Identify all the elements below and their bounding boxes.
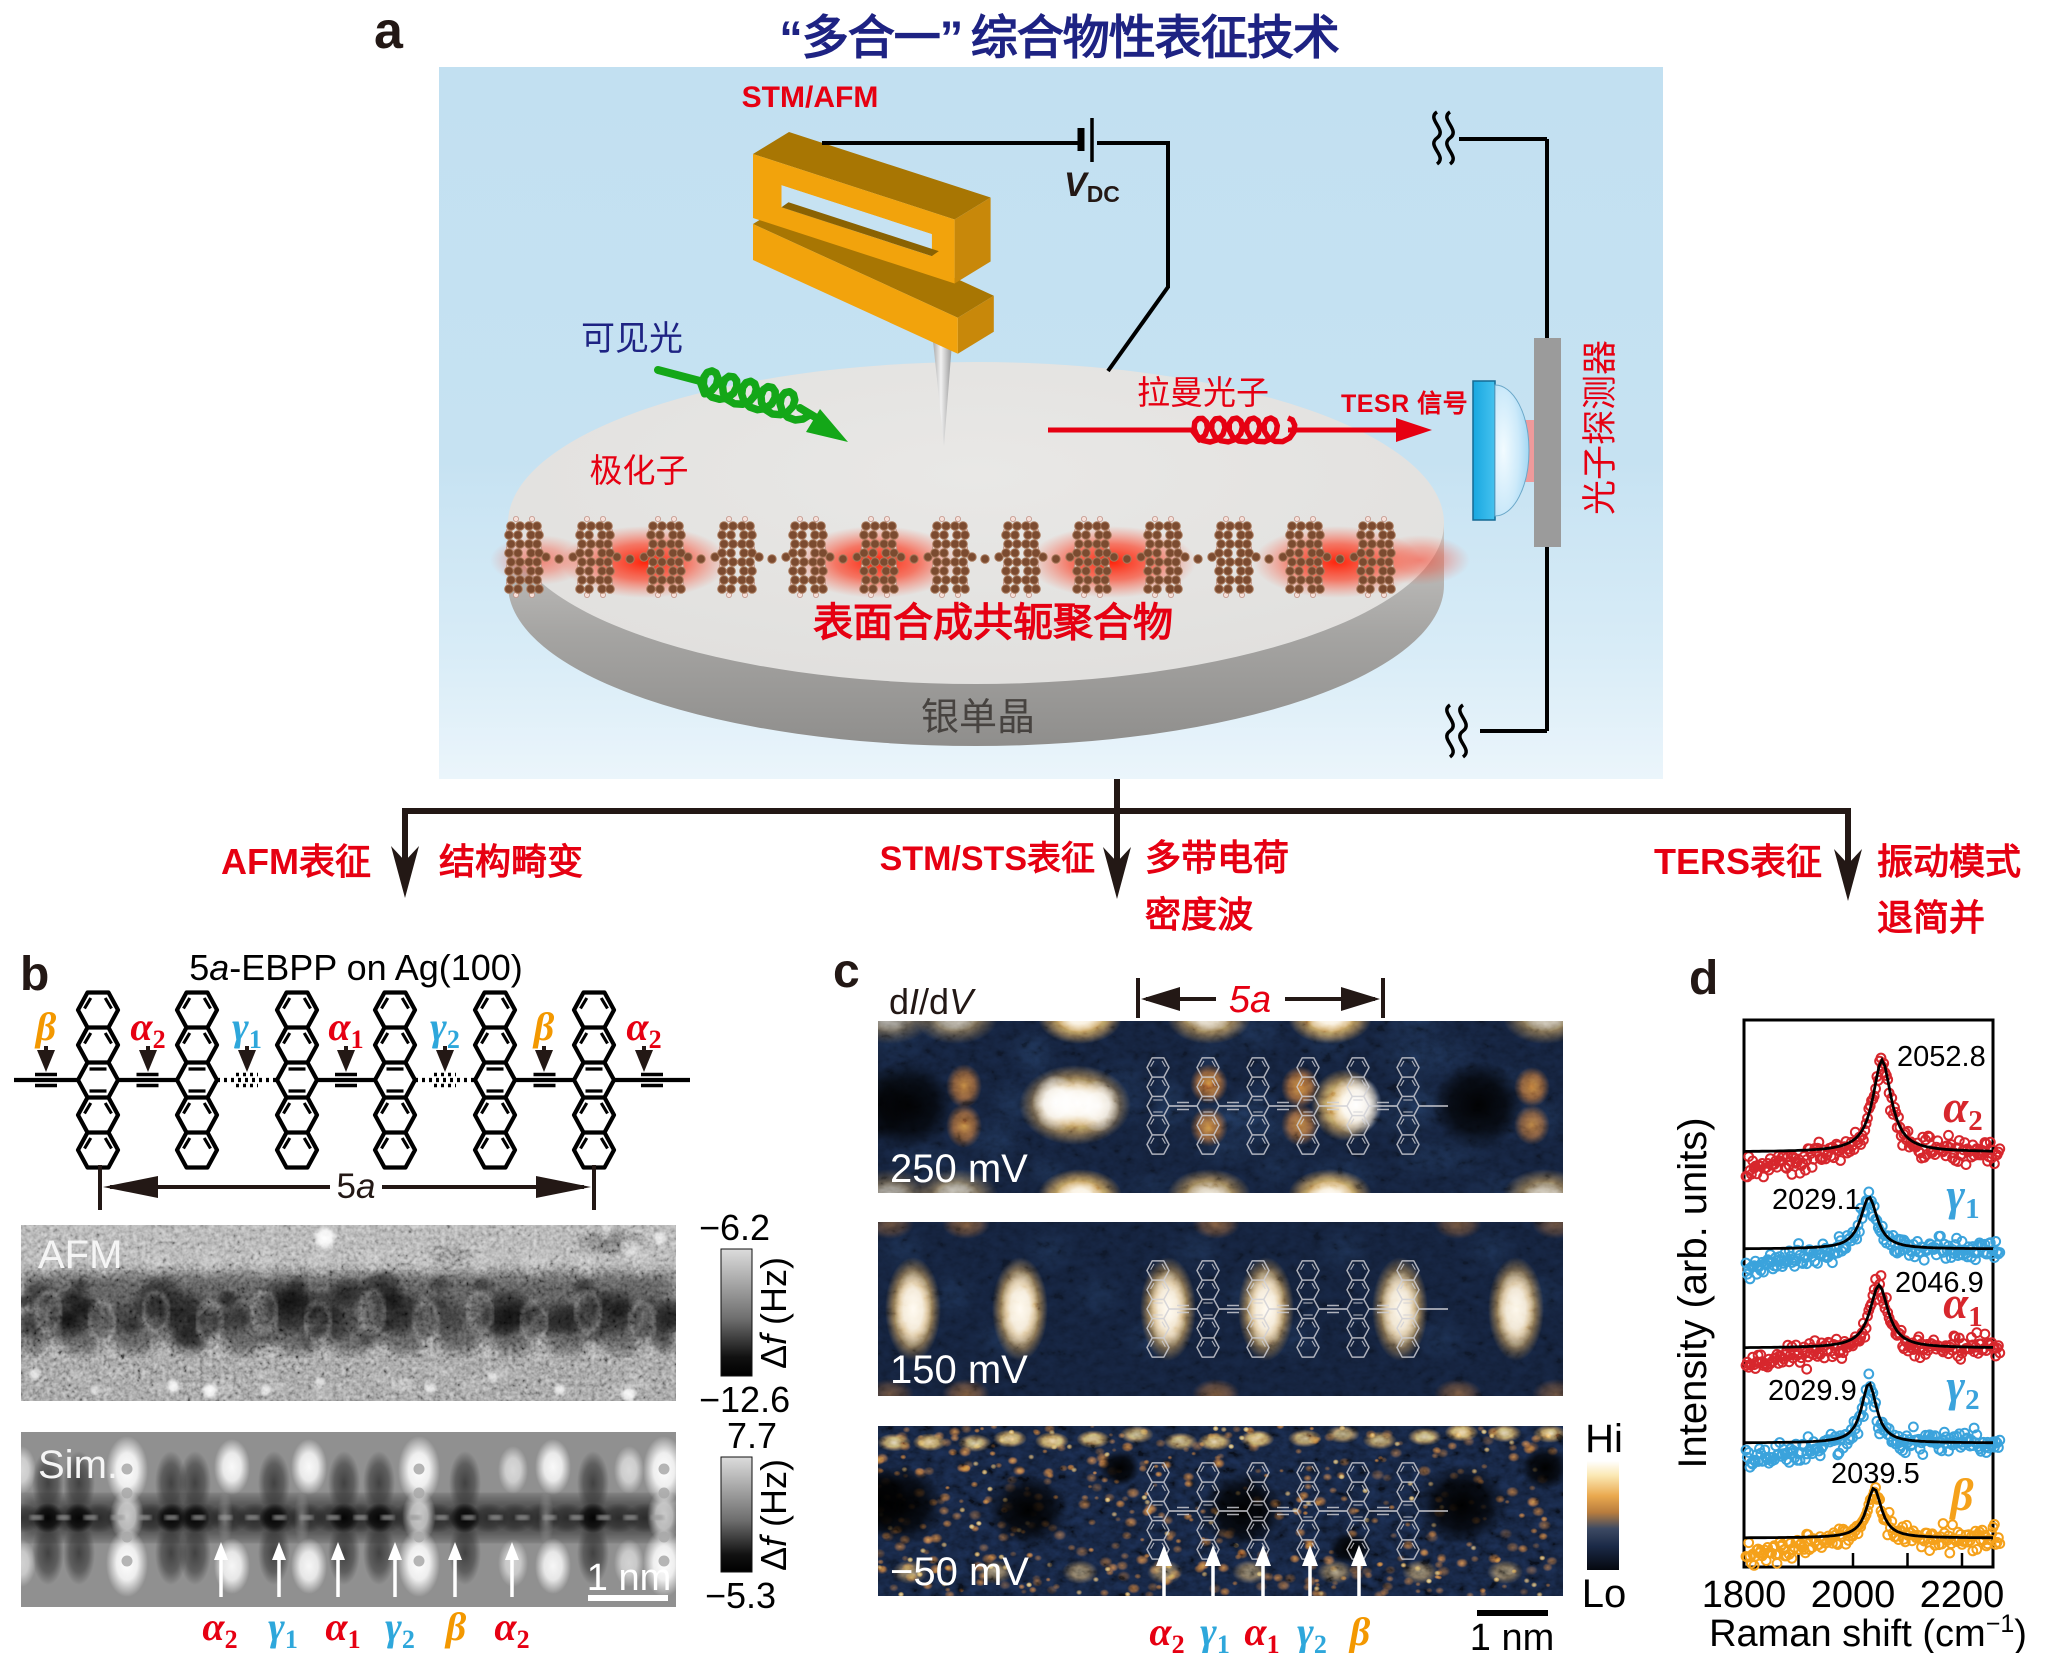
svg-text:2000: 2000 [1811, 1574, 1896, 1616]
svg-text:150 mV: 150 mV [890, 1348, 1028, 1392]
svg-text:γ1: γ1 [1946, 1170, 1979, 1225]
svg-text:STM/STS表征: STM/STS表征 [880, 840, 1095, 878]
svg-text:密度波: 密度波 [1145, 894, 1253, 935]
svg-text:−50 mV: −50 mV [890, 1550, 1029, 1594]
svg-text:拉曼光子: 拉曼光子 [1137, 374, 1269, 411]
svg-text:Sim.: Sim. [38, 1443, 118, 1487]
svg-text:β: β [34, 1004, 57, 1049]
svg-text:银单晶: 银单晶 [921, 697, 1035, 739]
svg-text:Δf (Hz): Δf (Hz) [753, 1257, 794, 1369]
svg-text:2046.9: 2046.9 [1895, 1267, 1984, 1299]
svg-text:可见光: 可见光 [581, 320, 683, 358]
svg-text:AFM: AFM [38, 1233, 122, 1277]
svg-text:5a-EBPP on Ag(100): 5a-EBPP on Ag(100) [189, 947, 523, 988]
svg-text:极化子: 极化子 [590, 452, 689, 489]
svg-text:a: a [374, 2, 404, 60]
svg-text:−6.2: −6.2 [699, 1207, 770, 1248]
svg-text:1 nm: 1 nm [1470, 1617, 1554, 1653]
svg-text:VDC: VDC [1064, 166, 1120, 207]
svg-text:7.7: 7.7 [727, 1415, 777, 1456]
svg-text:多带电荷: 多带电荷 [1145, 837, 1289, 878]
svg-text:β: β [532, 1004, 555, 1049]
svg-text:Hi: Hi [1585, 1417, 1623, 1461]
svg-text:b: b [20, 948, 49, 1001]
svg-text:−5.3: −5.3 [705, 1575, 776, 1616]
svg-text:Δf (Hz): Δf (Hz) [753, 1459, 794, 1571]
svg-text:d: d [1689, 952, 1718, 1005]
svg-text:Raman shift (cm−1): Raman shift (cm−1) [1709, 1610, 2027, 1653]
svg-text:2029.1: 2029.1 [1772, 1184, 1861, 1216]
svg-text:振动模式: 振动模式 [1877, 841, 2021, 882]
svg-text:表面合成共轭聚合物: 表面合成共轭聚合物 [813, 601, 1173, 645]
svg-text:2029.9: 2029.9 [1768, 1375, 1857, 1407]
svg-text:γ2: γ2 [385, 1604, 415, 1653]
svg-text:β: β [1948, 1470, 1973, 1520]
svg-text:5a: 5a [337, 1167, 376, 1206]
svg-text:“多合一” 综合物性表征技术: “多合一” 综合物性表征技术 [779, 11, 1339, 64]
svg-text:2200: 2200 [1920, 1574, 2005, 1616]
svg-text:2039.5: 2039.5 [1831, 1458, 1920, 1490]
svg-text:1 nm: 1 nm [587, 1557, 671, 1599]
svg-text:β: β [1348, 1609, 1371, 1653]
svg-text:Intensity (arb. units): Intensity (arb. units) [1671, 1117, 1715, 1468]
svg-text:−12.6: −12.6 [699, 1379, 790, 1420]
svg-text:Lo: Lo [1582, 1572, 1627, 1616]
svg-text:STM/AFM: STM/AFM [742, 81, 879, 114]
svg-text:β: β [444, 1604, 467, 1649]
svg-text:250 mV: 250 mV [890, 1147, 1028, 1191]
svg-text:dI/dV: dI/dV [889, 981, 976, 1022]
svg-text:TESR 信号: TESR 信号 [1341, 390, 1468, 418]
svg-text:2052.8: 2052.8 [1897, 1041, 1986, 1073]
svg-text:1800: 1800 [1702, 1574, 1787, 1616]
svg-text:退简并: 退简并 [1877, 897, 1985, 938]
svg-text:5a: 5a [1229, 979, 1271, 1021]
svg-text:AFM表征: AFM表征 [221, 841, 371, 882]
svg-text:结构畸变: 结构畸变 [439, 841, 583, 882]
svg-text:光子探测器: 光子探测器 [1581, 340, 1620, 515]
svg-text:TERS表征: TERS表征 [1654, 841, 1822, 882]
svg-text:c: c [833, 945, 860, 998]
svg-text:γ2: γ2 [1297, 1609, 1327, 1653]
